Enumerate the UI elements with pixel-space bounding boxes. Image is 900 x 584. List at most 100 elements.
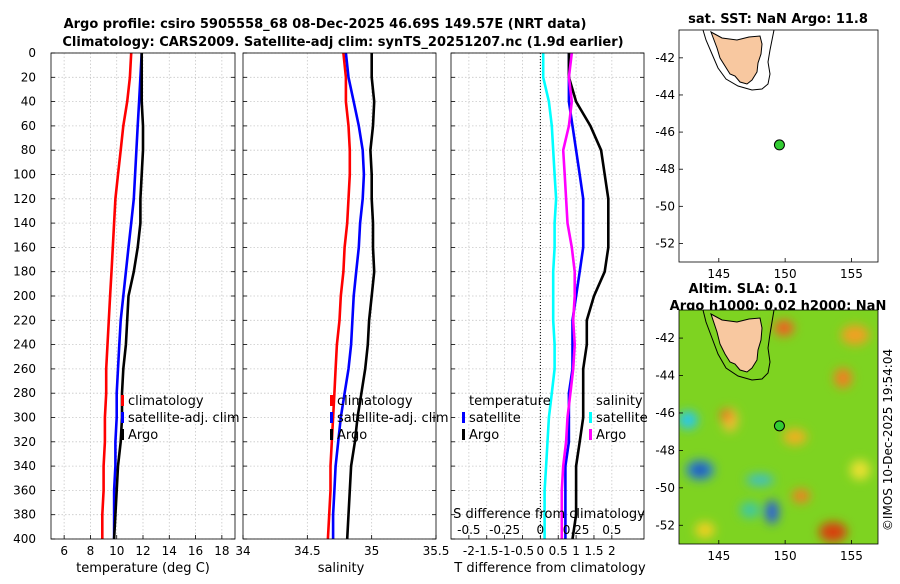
depth-tick-label: 280 [13,386,36,400]
depth-tick-label: 100 [13,168,36,182]
map-x-tick-label: 155 [840,549,863,563]
legend-swatch-t-satellite [462,412,465,423]
depth-tick-label: 140 [13,216,36,230]
map-y-tick-label: -42 [655,51,675,65]
difference-panel: -2 -1.5 -1 -0.5 0 0.5 1 1.5 2 [450,52,645,558]
series-line-satellite-adj-clim [112,52,143,539]
depth-tick-label: 200 [13,289,36,303]
map-y-tick-label: -46 [655,125,675,139]
depth-tick-label: 400 [13,532,36,546]
map-y-tick-label: -50 [655,481,675,495]
sla-eddy [746,474,774,486]
sla-eddy [694,465,706,475]
legend-swatch-s-argo [589,429,592,440]
legend-swatch-satellite [330,412,333,423]
sla-eddy [819,522,847,542]
legend-t-argo: Argo [469,428,499,443]
sla-eddy [679,411,698,429]
series-line-s-argo [560,52,577,539]
depth-tick-label: 260 [13,362,36,376]
plot-frame [450,52,645,540]
x-tick-label: 1 [572,544,580,558]
s-diff-tick-label: -0.25 [489,523,520,537]
sst-map [678,29,879,263]
sla-map-axes: 145 150 155 -42 -44 -46 -48 -50 -52 [655,331,863,563]
sla-eddy [695,522,715,538]
tasmania-land [710,312,763,373]
x-tick-label: -1.5 [475,544,498,558]
map-y-tick-label: -42 [655,331,675,345]
depth-tick-label: 380 [13,508,36,522]
map-y-tick-label: -48 [655,443,675,457]
map-x-tick-label: 155 [840,267,863,281]
s-difference-tick-labels: -0.5 -0.25 0 0.25 0.5 [457,523,621,537]
depth-tick-label: 60 [21,119,36,133]
legend-argo: Argo [337,428,367,443]
tasmania-land [710,30,763,85]
salinity-legend: climatology satellite-adj. clim Argo [330,394,449,443]
map-y-tick-label: -44 [655,88,675,102]
legend-t-satellite: satellite [469,411,521,426]
map-y-tick-label: -48 [655,162,675,176]
depth-tick-label: 180 [13,265,36,279]
s-diff-tick-label: 0 [537,523,545,537]
tasmania-shelf-outline [702,29,775,91]
x-tick-label: -2 [463,544,475,558]
depth-tick-label: 220 [13,313,36,327]
map-x-tick-label: 145 [707,549,730,563]
map-x-tick-label: 150 [774,549,797,563]
legend-s-satellite: satellite [596,411,648,426]
legend-climatology: climatology [128,394,204,409]
map-y-tick-label: -46 [655,406,675,420]
sla-heatmap [679,310,878,544]
sla-eddy [850,460,870,480]
series-line-s-satellite [541,53,558,539]
sla-map-title-1: Altim. SLA: 0.1 [689,282,798,297]
x-tick-label: 0 [537,544,545,558]
sla-eddy [720,409,732,421]
depth-tick-label: 40 [21,95,36,109]
argo-float-marker [773,139,785,151]
x-tick-label: 8 [87,544,95,558]
legend-swatch-argo [330,429,333,440]
s-diff-tick-label: 0.5 [602,523,621,537]
temperature-legend: climatology satellite-adj. clim Argo [121,394,240,443]
legend-climatology: climatology [337,394,413,409]
sla-map-frame [678,309,879,545]
argo-float-marker [773,420,785,432]
sla-eddy [792,489,810,503]
x-tick-label: 18 [214,544,229,558]
map-y-tick-label: -44 [655,369,675,383]
imos-credit: ©IMOS 10-Dec-2025 19:54:04 [881,349,895,531]
legend-swatch-satellite [121,412,124,423]
difference-xlabel: T difference from climatology [453,561,646,576]
x-tick-label: 6 [60,544,68,558]
x-tick-label: 10 [109,544,124,558]
series-line-satellite-adj-clim [331,52,366,539]
depth-tick-label: 0 [28,46,36,60]
sla-eddy [841,325,869,345]
series-line-t-argo [567,53,610,540]
map-y-tick-label: -52 [655,236,675,250]
x-tick-label: 34 [235,544,250,558]
salinity-panel: 34 34.5 35 35.5 [235,52,449,558]
sla-eddy [740,502,760,518]
title-line-1: Argo profile: csiro 5905558_68 08-Dec-20… [64,17,587,32]
tasmania-shelf-outline [702,310,775,381]
salinity-xlabel: salinity [318,561,365,576]
x-tick-label: -1 [499,544,511,558]
legend-swatch-climatology [330,395,333,406]
depth-tick-label: 320 [13,435,36,449]
x-tick-label: 12 [135,544,150,558]
sla-eddy [774,320,794,336]
x-tick-label: 35 [364,544,379,558]
legend-title-salinity: salinity [596,394,643,409]
x-tick-label: 1.5 [584,544,603,558]
x-tick-label: 14 [162,544,177,558]
x-tick-label: 16 [188,544,203,558]
title-line-2: Climatology: CARS2009. Satellite-adj cli… [62,35,623,50]
depth-tick-label: 240 [13,338,36,352]
map-y-tick-label: -50 [655,199,675,213]
s-difference-axis-label: S difference from climatology [453,507,645,522]
